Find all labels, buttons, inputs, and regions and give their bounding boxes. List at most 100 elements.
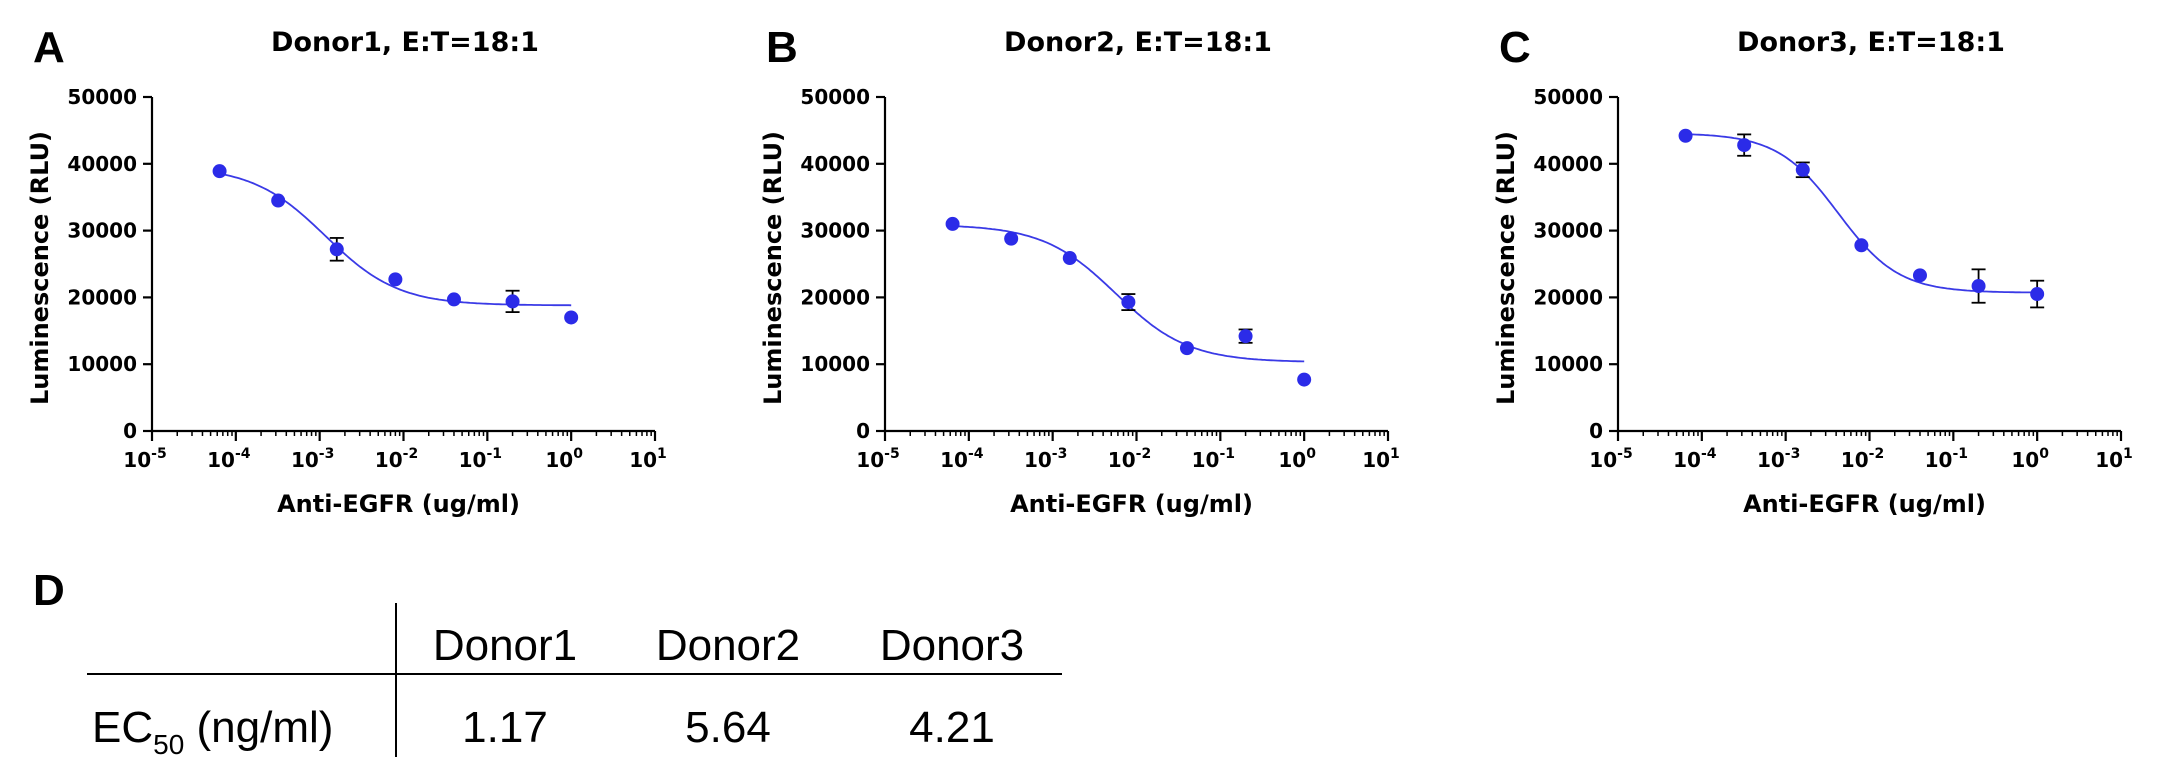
x-tick-base: 10 [2011,448,2039,472]
data-point [1971,279,1986,294]
y-tick-label: 50000 [67,85,137,109]
x-tick-base: 10 [207,448,235,472]
table-header-donor1: Donor1 [433,621,577,670]
x-tick-exponent: -3 [1785,446,1801,462]
x-tick-base: 10 [1925,448,1953,472]
table-header-donor3: Donor3 [880,621,1024,670]
x-tick-exponent: 1 [1390,446,1400,462]
x-tick-base: 10 [629,448,657,472]
data-point [446,292,461,307]
table-value-donor3: 4.21 [909,703,995,752]
x-tick-exponent: -4 [968,446,984,462]
x-tick-label: 10-2 [1841,446,1884,472]
x-tick-exponent: 0 [1306,446,1316,462]
x-tick-base: 10 [123,448,151,472]
panel-letter-b: B [766,23,798,72]
x-tick-label: 10-1 [1925,446,1968,472]
x-tick-label: 10-3 [291,446,334,472]
x-tick-base: 10 [1589,448,1617,472]
data-point [945,216,960,231]
y-tick-label: 10000 [1533,352,1603,376]
y-tick-label: 30000 [1533,219,1603,243]
x-tick-label: 10-3 [1024,446,1067,472]
x-tick-label: 101 [1362,446,1400,472]
panel-letter-c: C [1499,23,1531,72]
table-header-donor2: Donor2 [656,621,800,670]
data-point [1795,162,1810,177]
x-tick-exponent: -1 [1219,446,1235,462]
x-tick-base: 10 [1278,448,1306,472]
y-tick-label: 0 [1589,419,1603,443]
x-tick-exponent: -2 [403,446,419,462]
y-axis-label: Luminescence (RLU) [759,131,787,405]
data-point [388,272,403,287]
x-tick-label: 101 [629,446,667,472]
x-tick-label: 10-3 [1757,446,1800,472]
data-point [271,193,286,208]
y-tick-label: 30000 [67,219,137,243]
y-tick-label: 30000 [800,219,870,243]
x-tick-label: 10-2 [375,446,418,472]
row-label-unit: (ng/ml) [184,703,333,752]
chart-title: Donor3, E:T=18:1 [1737,27,2005,58]
data-point [505,294,520,309]
x-tick-exponent: -3 [1052,446,1068,462]
x-tick-label: 10-4 [940,446,984,472]
x-tick-exponent: -5 [1617,446,1633,462]
y-tick-label: 40000 [67,152,137,176]
panel-c: C Donor3, E:T=18:1 0 10000 20000 30000 40000 50… [1492,23,2133,518]
x-tick-base: 10 [1024,448,1052,472]
x-tick-exponent: 0 [573,446,583,462]
x-tick-label: 100 [545,446,583,472]
panel-b: B Donor2, E:T=18:1 0 10000 20000 30000 40000 50… [759,23,1400,518]
chart-title: Donor1, E:T=18:1 [271,27,539,58]
x-tick-label: 10-5 [1589,446,1632,472]
x-tick-base: 10 [375,448,403,472]
x-tick-label: 100 [1278,446,1316,472]
x-tick-exponent: -2 [1869,446,1885,462]
x-tick-label: 10-4 [207,446,251,472]
x-tick-label: 10-5 [856,446,899,472]
x-tick-label: 10-5 [123,446,166,472]
x-tick-exponent: 1 [657,446,667,462]
x-tick-exponent: 1 [2123,446,2133,462]
y-tick-label: 10000 [67,352,137,376]
data-point [1179,341,1194,356]
row-label-main: EC [92,703,153,752]
x-tick-label: 10-1 [1192,446,1235,472]
data-point [1854,238,1869,253]
y-tick-label: 20000 [800,285,870,309]
x-tick-label: 101 [2095,446,2133,472]
x-tick-base: 10 [459,448,487,472]
y-tick-label: 40000 [800,152,870,176]
x-tick-exponent: -5 [151,446,167,462]
x-axis-label: Anti-EGFR (ug/ml) [1743,490,1986,518]
panel-d: D Donor1 Donor2 Donor3 EC50 (ng/ml) 1.17… [33,566,1062,760]
x-axis-label: Anti-EGFR (ug/ml) [277,490,520,518]
x-tick-base: 10 [1841,448,1869,472]
x-tick-base: 10 [1362,448,1390,472]
x-tick-base: 10 [1673,448,1701,472]
x-tick-label: 100 [2011,446,2049,472]
x-tick-exponent: -4 [1701,446,1717,462]
data-point [1737,138,1752,153]
y-tick-label: 50000 [800,85,870,109]
x-tick-base: 10 [856,448,884,472]
chart-title: Donor2, E:T=18:1 [1004,27,1272,58]
table-row-label: EC50 (ng/ml) [92,703,333,760]
y-tick-label: 10000 [800,352,870,376]
x-tick-base: 10 [1108,448,1136,472]
x-tick-base: 10 [2095,448,2123,472]
panel-a: A Donor1, E:T=18:1 0 10000 20000 30000 40000 50… [26,23,667,518]
data-point [2030,287,2045,302]
data-point [329,242,344,257]
x-tick-label: 10-4 [1673,446,1717,472]
y-tick-label: 0 [856,419,870,443]
y-tick-label: 20000 [67,285,137,309]
x-tick-base: 10 [1192,448,1220,472]
data-point [1004,231,1019,246]
table-value-donor1: 1.17 [462,703,548,752]
data-point [1297,372,1312,387]
y-tick-label: 50000 [1533,85,1603,109]
